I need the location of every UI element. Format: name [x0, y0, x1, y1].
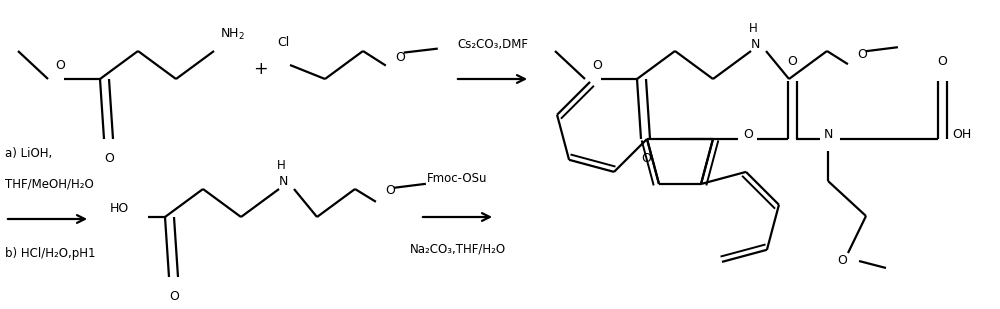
- Text: a) LiOH,: a) LiOH,: [5, 147, 52, 160]
- Text: NH$_2$: NH$_2$: [220, 27, 245, 42]
- Text: O: O: [938, 55, 947, 68]
- Text: N: N: [750, 37, 760, 50]
- Text: O: O: [743, 129, 753, 142]
- Text: O: O: [55, 59, 65, 72]
- Text: OH: OH: [952, 129, 971, 142]
- Text: O: O: [169, 290, 179, 303]
- Text: O: O: [788, 55, 797, 68]
- Text: b) HCl/H₂O,pH1: b) HCl/H₂O,pH1: [5, 248, 96, 260]
- Text: H: H: [749, 22, 757, 35]
- Text: O: O: [641, 152, 651, 165]
- Text: O: O: [104, 152, 114, 165]
- Text: Cs₂CO₃,DMF: Cs₂CO₃,DMF: [457, 38, 528, 51]
- Text: +: +: [253, 60, 267, 78]
- Text: O: O: [385, 184, 395, 197]
- Text: O: O: [395, 51, 405, 64]
- Text: O: O: [857, 48, 867, 61]
- Text: Na₂CO₃,THF/H₂O: Na₂CO₃,THF/H₂O: [409, 242, 506, 255]
- Text: THF/MeOH/H₂O: THF/MeOH/H₂O: [5, 177, 94, 191]
- Text: Fmoc-OSu: Fmoc-OSu: [427, 172, 488, 185]
- Text: N: N: [823, 129, 833, 142]
- Text: N: N: [278, 176, 288, 188]
- Text: O: O: [592, 59, 602, 72]
- Text: O: O: [837, 255, 847, 268]
- Text: H: H: [277, 159, 285, 172]
- Text: HO: HO: [110, 202, 129, 215]
- Text: Cl: Cl: [278, 36, 290, 49]
